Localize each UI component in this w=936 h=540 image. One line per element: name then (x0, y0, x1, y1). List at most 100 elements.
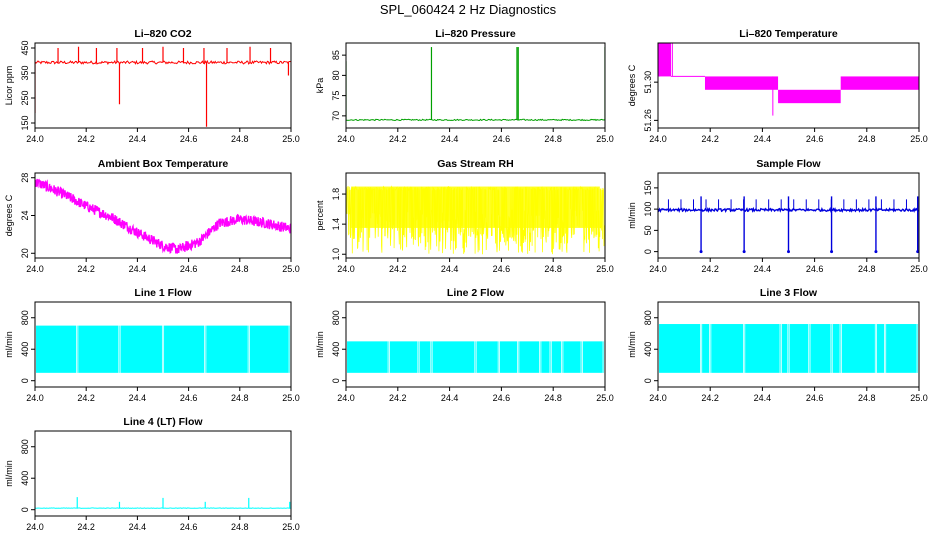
ambient-box-temperature-line (35, 178, 291, 254)
li-820-pressure-panel: Li–820 Pressure 24.0 24.2 24.4 24.6 24.8 25.0 7… (315, 28, 614, 144)
line-1-flow-panel: Line 1 Flow 24.0 24.2 24.4 24.6 24.8 25.0 0 400 8… (4, 287, 300, 403)
li-820-temperature-series (658, 43, 919, 116)
line-3-flow-xtick-label-5: 25.0 (910, 393, 928, 403)
gas-stream-rh-xtick-label-3: 24.6 (493, 264, 511, 274)
line-4-lt-flow-ytick-label-0: 0 (20, 507, 30, 512)
li-820-pressure-xtick-label-0: 24.0 (337, 134, 355, 144)
line-3-flow-xtick-label-1: 24.2 (701, 393, 719, 403)
li-820-temperature-segment-0 (658, 43, 672, 77)
sample-flow-dip-point-3 (830, 250, 834, 254)
line-1-flow-block-5 (249, 325, 289, 373)
line-3-flow-block-0 (659, 324, 701, 373)
sample-flow-dip-point-4 (874, 250, 878, 254)
line-3-flow-xtick-label-2: 24.4 (754, 393, 772, 403)
line-4-lt-flow-panel: Line 4 (LT) Flow 24.0 24.2 24.4 24.6 24.8 25.0… (4, 416, 300, 532)
ambient-box-temperature-xtick-label-1: 24.2 (77, 264, 95, 274)
sample-flow-xtick-label-3: 24.6 (806, 264, 824, 274)
line-3-flow-xtick-label-0: 24.0 (649, 393, 667, 403)
line-2-flow-xtick-label-4: 24.8 (544, 393, 562, 403)
line-2-flow-block-0 (347, 341, 388, 373)
li-820-pressure-xtick-label-2: 24.4 (441, 134, 459, 144)
sample-flow-dip-point-1 (742, 250, 746, 254)
line-2-flow-title: Line 2 Flow (447, 287, 505, 299)
line-3-flow-block-9 (876, 324, 885, 373)
sample-flow-dip-point-0 (699, 250, 703, 254)
line-3-flow-xtick-label-3: 24.6 (806, 393, 824, 403)
line-4-lt-flow-xtick-label-4: 24.8 (231, 522, 249, 532)
line-4-lt-flow-ylabel: ml/min (4, 460, 14, 487)
gas-stream-rh-xtick-label-5: 25.0 (596, 264, 614, 274)
li-820-co2-xtick-label-1: 24.2 (77, 134, 95, 144)
line-3-flow-block-2 (711, 324, 744, 373)
gas-stream-rh-xtick-label-2: 24.4 (441, 264, 459, 274)
ambient-box-temperature-xtick-label-4: 24.8 (231, 264, 249, 274)
li-820-temperature-ytick-label-1: 51.30 (643, 71, 653, 94)
line-3-flow-block-5 (789, 324, 809, 373)
li-820-temperature-ylabel: degrees C (627, 64, 637, 106)
sample-flow-dip-point-2 (787, 250, 790, 254)
li-820-co2-ytick-label-0: 150 (20, 115, 30, 130)
line-2-flow-block-4 (476, 341, 498, 373)
li-820-temperature-ytick-label-0: 51.26 (643, 109, 653, 132)
li-820-pressure-ytick-label-3: 85 (331, 50, 341, 60)
line-3-flow-block-8 (841, 324, 875, 373)
line-1-flow-block-1 (78, 325, 119, 373)
line-2-flow-block-6 (519, 341, 540, 373)
line-1-flow-block-0 (36, 325, 77, 373)
line-1-flow-xtick-label-1: 24.2 (77, 393, 95, 403)
ambient-box-temperature-xtick-label-0: 24.0 (26, 264, 44, 274)
ambient-box-temperature-xtick-label-2: 24.4 (129, 264, 147, 274)
sample-flow-ytick-label-1: 50 (643, 225, 653, 235)
li-820-co2-xtick-label-5: 25.0 (282, 134, 300, 144)
li-820-co2-series (35, 46, 291, 127)
line-3-flow-ylabel: ml/min (627, 331, 637, 358)
gas-stream-rh-ylabel: percent (315, 200, 325, 231)
line-3-flow-panel: Line 3 Flow 24.0 24.2 24.4 24.6 24.8 25.0 0 400 8… (627, 287, 928, 403)
gas-stream-rh-xtick-label-1: 24.2 (389, 264, 407, 274)
ambient-box-temperature-ytick-label-0: 20 (20, 248, 30, 258)
sample-flow-title: Sample Flow (756, 158, 821, 170)
line-2-flow-xtick-label-3: 24.6 (493, 393, 511, 403)
line-2-flow-block-7 (541, 341, 550, 373)
li-820-co2-xtick-label-4: 24.8 (231, 134, 249, 144)
li-820-temperature-panel: Li–820 Temperature 24.0 24.2 24.4 24.6 24.8 25… (627, 28, 928, 144)
line-4-lt-flow-title: Line 4 (LT) Flow (123, 416, 203, 428)
li-820-pressure-xtick-label-4: 24.8 (544, 134, 562, 144)
line-2-flow-block-2 (419, 341, 431, 373)
line-2-flow-block-9 (563, 341, 581, 373)
sample-flow-ytick-label-3: 150 (643, 180, 653, 195)
sample-flow-xtick-label-0: 24.0 (649, 264, 667, 274)
gas-stream-rh-ytick-label-2: 1.8 (331, 188, 341, 201)
sample-flow-panel: Sample Flow 24.0 24.2 24.4 24.6 24.8 25.0 0 50 10… (627, 158, 928, 274)
line-3-flow-block-6 (810, 324, 831, 373)
li-820-temperature-xtick-label-4: 24.8 (858, 134, 876, 144)
ambient-box-temperature-ytick-label-2: 28 (20, 173, 30, 183)
li-820-pressure-series (346, 47, 605, 122)
gas-stream-rh-panel: Gas Stream RH 24.0 24.2 24.4 24.6 24.8 25.0 1.0… (315, 158, 614, 274)
li-820-temperature-segment-4 (840, 76, 919, 90)
line-3-flow-block-7 (832, 324, 840, 373)
line-2-flow-xtick-label-1: 24.2 (389, 393, 407, 403)
line-4-lt-flow-frame (34, 430, 292, 517)
sample-flow-xtick-label-4: 24.8 (858, 264, 876, 274)
line-1-flow-block-4 (206, 325, 248, 373)
li-820-co2-title: Li–820 CO2 (134, 28, 191, 40)
gas-stream-rh-ytick-label-0: 1.0 (331, 248, 341, 261)
sample-flow-ytick-label-2: 100 (643, 202, 653, 217)
gas-stream-rh-ytick-label-1: 1.4 (331, 218, 341, 231)
li-820-co2-xtick-label-2: 24.4 (129, 134, 147, 144)
line-4-lt-flow-ytick-label-2: 800 (20, 439, 30, 454)
gas-stream-rh-band (351, 186, 600, 228)
li-820-co2-xtick-label-0: 24.0 (26, 134, 44, 144)
gas-stream-rh-xtick-label-4: 24.8 (544, 264, 562, 274)
gas-stream-rh-xtick-label-0: 24.0 (337, 264, 355, 274)
line-1-flow-series (36, 325, 291, 373)
line-3-flow-block-10 (886, 324, 917, 373)
li-820-co2-panel: Li–820 CO2 24.0 24.2 24.4 24.6 24.8 25.0 150 250… (4, 28, 300, 144)
li-820-temperature-segment-2 (704, 76, 779, 90)
line-4-lt-flow-xtick-label-2: 24.4 (129, 522, 147, 532)
line-2-flow-block-8 (551, 341, 562, 373)
sample-flow-ytick-label-0: 0 (643, 249, 653, 254)
line-1-flow-xtick-label-0: 24.0 (26, 393, 44, 403)
